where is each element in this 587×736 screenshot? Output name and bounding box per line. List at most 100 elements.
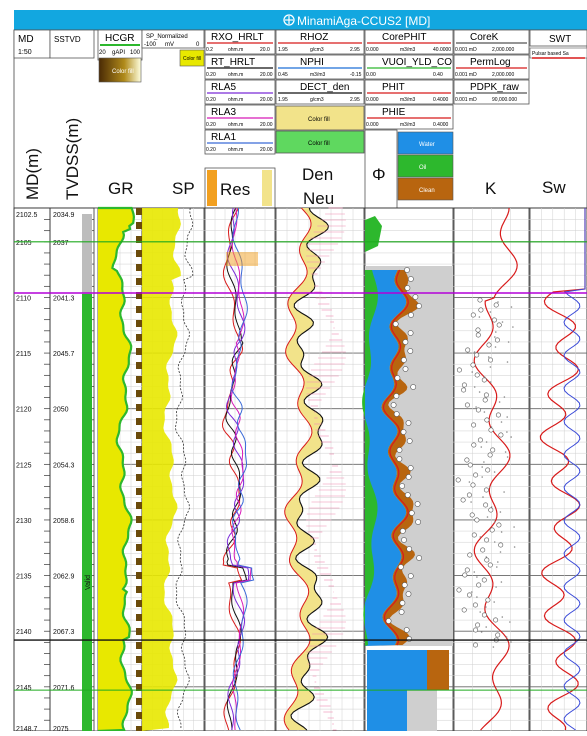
- tvd-depth-label: 2041.3: [53, 295, 75, 302]
- res-scale-right: 20.00: [260, 72, 273, 78]
- core-k-point: [472, 642, 478, 648]
- sp-scale-left: -100: [144, 42, 157, 48]
- pdpk-dot: [476, 596, 478, 598]
- md-depth-label: 2140: [16, 629, 32, 636]
- gr-band: [136, 264, 142, 271]
- gr-band: [136, 600, 142, 607]
- core-phi-point: [396, 456, 403, 462]
- res-scale-left: 0.20: [206, 122, 216, 128]
- md-label: MD: [18, 34, 34, 45]
- phi-legend-label: Clean: [419, 188, 435, 194]
- core-phi-point: [405, 474, 412, 480]
- gr-band: [136, 362, 142, 369]
- core-phi-point: [398, 609, 405, 615]
- den-title-2: Neu: [303, 189, 334, 208]
- phit-curve: [382, 269, 409, 646]
- core-phi-point: [393, 393, 400, 399]
- header-k[interactable]: CoreK 0.001 mD 2,000.000 PermLog 0.001 mD 2,0…: [453, 29, 530, 198]
- core-phi-point: [399, 528, 406, 534]
- tvd-depth-label: 2054.3: [53, 462, 75, 469]
- pdpk-dot: [500, 581, 503, 583]
- pdpk-dot: [500, 421, 503, 423]
- md-scale: 1:50: [18, 49, 32, 56]
- rhoz-curve: [290, 207, 330, 731]
- zone-label: Valid: [85, 575, 92, 590]
- core-phi-point: [410, 384, 417, 390]
- core-phi-point: [406, 636, 412, 642]
- tvd-depth-label: 2045.7: [53, 351, 75, 358]
- phi-lower-water: [367, 650, 427, 690]
- pdpk-dot: [476, 576, 478, 578]
- header-sw[interactable]: SWT Pulsar based Sa Sw: [529, 29, 587, 197]
- pdpk-dot: [485, 626, 488, 628]
- core-k-point: [474, 372, 480, 378]
- core-k-point: [493, 302, 499, 308]
- core-k-point: [471, 422, 477, 428]
- core-phi-point: [405, 591, 412, 597]
- phi-unit: m3/m3: [400, 97, 416, 103]
- k-scale-left: 0.001 mD: [455, 72, 477, 78]
- header-den[interactable]: RHOZ 1.95 g/cm3 2.95 NPHI 0.45 m3/m3 -0.15DECT_…: [275, 29, 365, 208]
- gr-band: [136, 614, 142, 621]
- res-curve-header: [204, 29, 276, 55]
- expand-icon[interactable]: [283, 14, 295, 26]
- pdpk-dot: [489, 381, 492, 383]
- log-plot-area[interactable]: 2102.5 2034.9 2105 2037 2110 2041.3 2115 2045.7…: [13, 206, 587, 733]
- pdpk-dot: [494, 346, 497, 348]
- phi-curve-header: [364, 29, 454, 55]
- core-k-point: [476, 582, 482, 588]
- tvd-depth-label: 2058.6: [53, 518, 75, 525]
- core-phi-point: [399, 483, 405, 489]
- den-curve-name: DECT_den: [300, 82, 349, 93]
- header-md[interactable]: MD 1:50 MD(m): [13, 29, 51, 200]
- header-tvd[interactable]: SSTVD TVDSS(m): [49, 29, 95, 200]
- core-phi-point: [407, 276, 414, 282]
- gr-band: [136, 236, 142, 243]
- pdpk-dot: [492, 646, 495, 648]
- core-phi-point: [402, 366, 409, 372]
- gr-fill-label: Color fill: [112, 69, 134, 75]
- core-k-point: [481, 377, 487, 383]
- gr-band: [136, 642, 142, 649]
- core-phi-point: [401, 537, 407, 543]
- core-k-point: [480, 547, 486, 553]
- den-scale-right: -0.15: [350, 72, 362, 78]
- gr-band: [136, 222, 142, 229]
- core-k-point: [496, 522, 502, 528]
- phi-legend-label: Oil: [419, 165, 426, 171]
- pdpk-dot: [506, 431, 508, 433]
- pdpk-dot: [470, 591, 473, 593]
- den-unit: m3/m3: [310, 72, 326, 78]
- gr-scale-left: 20: [99, 50, 106, 56]
- gr-band: [136, 334, 142, 341]
- core-k-point: [483, 487, 489, 493]
- core-phi-point: [405, 420, 412, 426]
- phi-title-box: [364, 129, 398, 209]
- header-sp[interactable]: SP_Normalized -100 mV 0 Color fill SP: [141, 29, 205, 198]
- sp-scale-right: 0: [196, 42, 200, 48]
- res-scale-right: 20.0: [260, 47, 270, 53]
- header-res[interactable]: RXO_HRLT 0.2 ohm.m 20.0 RT_HRLT 0.20 ohm.m 20.0…: [204, 29, 276, 209]
- core-k-point: [475, 327, 481, 333]
- pdpk-dot: [495, 331, 497, 333]
- gr-band: [136, 292, 142, 299]
- pdpk-dot: [506, 456, 509, 458]
- core-k-point: [466, 592, 472, 598]
- gr-band: [136, 432, 142, 439]
- pdpk-dot: [500, 531, 503, 533]
- header-gr[interactable]: HCGR 20 gAPI 100 Color fill GR: [97, 29, 143, 198]
- core-k-point: [484, 417, 490, 423]
- phi-lower-water2: [367, 690, 407, 731]
- k-curve-header: [453, 29, 530, 55]
- phi-lower-clean: [427, 650, 449, 690]
- k-curve-name: PDPK_raw: [470, 82, 520, 93]
- gr-band: [136, 250, 142, 257]
- res-curve-header: [204, 129, 276, 155]
- core-k-point: [473, 472, 479, 478]
- core-k-point: [460, 497, 466, 503]
- gr-band: [136, 726, 142, 733]
- gr-band: [136, 586, 142, 593]
- core-k-point: [475, 407, 481, 413]
